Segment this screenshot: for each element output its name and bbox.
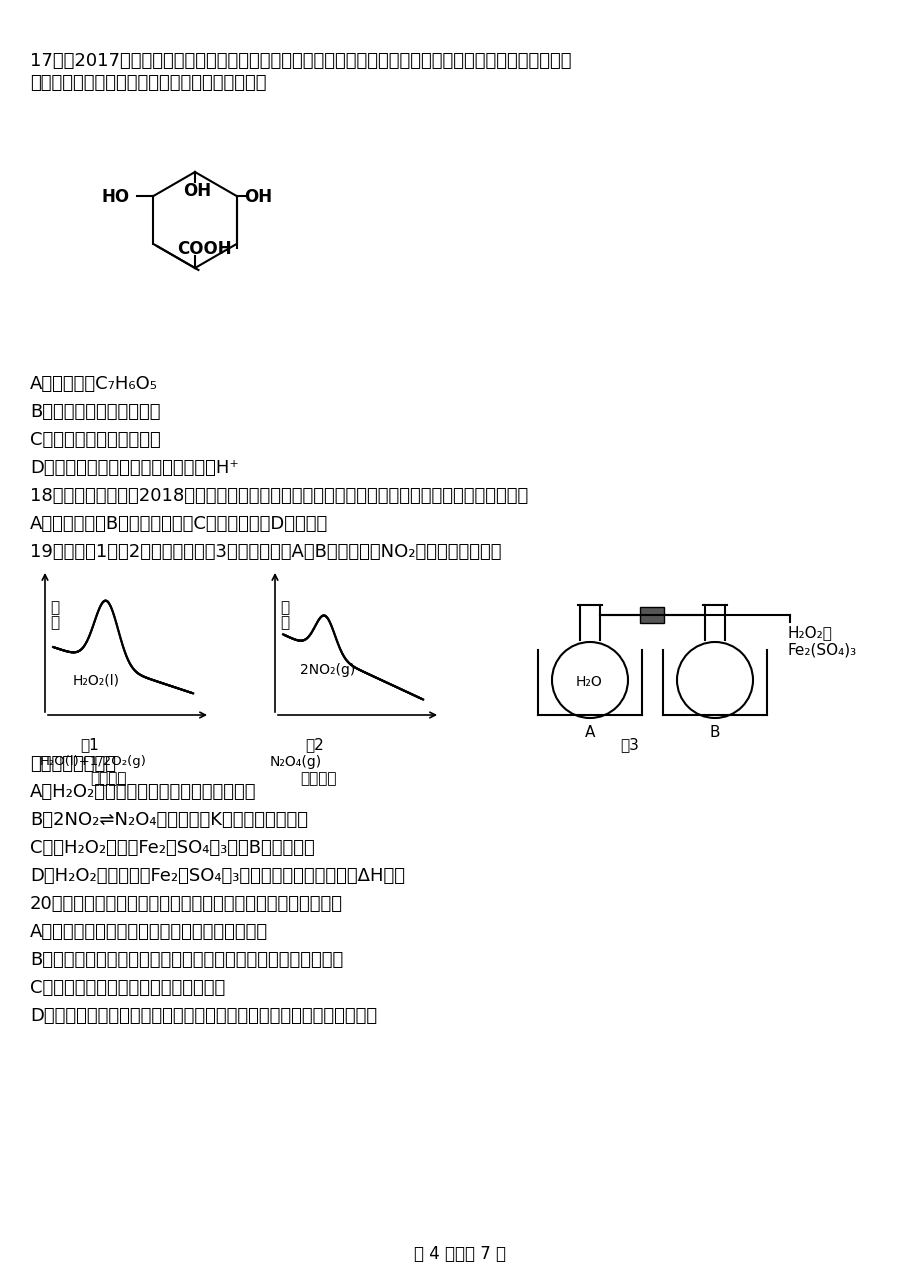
Text: B．2NO₂⇌N₂O₄的平衡常数K随温度升高而减小: B．2NO₂⇌N₂O₄的平衡常数K随温度升高而减小 [30,811,308,829]
Text: 能: 能 [50,600,59,615]
Text: 17．【2017届湖北省恩施一中高三上学期开学考试】某有机物可用于合成一种常见药物达菲，其结构简式如: 17．【2017届湖北省恩施一中高三上学期开学考试】某有机物可用于合成一种常见药… [30,52,571,70]
Text: Fe₂(SO₄)₃: Fe₂(SO₄)₃ [788,642,857,657]
Text: D．有些化学反应不属于化合、分解、置换、复分解等类型中的任何一种: D．有些化学反应不属于化合、分解、置换、复分解等类型中的任何一种 [30,1007,377,1025]
Text: 第 4 页，共 7 页: 第 4 页，共 7 页 [414,1245,505,1263]
Text: 图3: 图3 [619,737,638,752]
Text: 反应过程: 反应过程 [300,771,336,785]
Text: 量: 量 [279,615,289,630]
Text: C．分子中含有两种官能团: C．分子中含有两种官能团 [30,432,161,449]
Text: HO: HO [101,188,130,206]
Text: B．一种元素可能有多种氧化物，但同种化合价只对应一种氧化物: B．一种元素可能有多种氧化物，但同种化合价只对应一种氧化物 [30,951,343,969]
Text: 量: 量 [50,615,59,630]
Text: 下列说法正确的是: 下列说法正确的是 [30,755,116,773]
Text: H₂O(l)+1/2O₂(g): H₂O(l)+1/2O₂(g) [40,755,147,768]
Text: H₂O₂(l): H₂O₂(l) [73,673,119,687]
Text: A．分子式为C₇H₆O₅: A．分子式为C₇H₆O₅ [30,376,158,393]
Text: 20．下列是某学生自己总结的一些规律，其中正确的是（　　）: 20．下列是某学生自己总结的一些规律，其中正确的是（ ） [30,895,343,913]
Text: 18．【河北省邯郸市2018届高三上学期摸底考试】下列生活用品的主要成分是蛋白质的是（　　）: 18．【河北省邯郸市2018届高三上学期摸底考试】下列生活用品的主要成分是蛋白质… [30,488,528,505]
Text: A．H₂O₂中只含有极性共价键，不含离子键: A．H₂O₂中只含有极性共价键，不含离子键 [30,783,256,801]
Text: COOH: COOH [176,241,232,258]
Text: 图2: 图2 [305,737,323,752]
Text: OH: OH [183,182,210,200]
Text: 图1: 图1 [80,737,98,752]
Bar [640,607,664,622]
Text: A．羽绒被　　B．有机玻璃　　C．面巾纸　　D．涤纶布: A．羽绒被 B．有机玻璃 C．面巾纸 D．涤纶布 [30,516,328,533]
Text: D．H₂O₂分解反应中Fe₂（SO₄）₃作催化剂，可以使反应的ΔH减小: D．H₂O₂分解反应中Fe₂（SO₄）₃作催化剂，可以使反应的ΔH减小 [30,867,404,885]
Text: B．可发生加成和取代反应: B．可发生加成和取代反应 [30,404,160,421]
Text: C．向H₂O₂中加入Fe₂（SO₄）₃后，B中颜色变浅: C．向H₂O₂中加入Fe₂（SO₄）₃后，B中颜色变浅 [30,839,314,857]
Text: 反应过程: 反应过程 [90,771,127,785]
Text: A: A [584,726,595,740]
Text: 19．利用图1和图2中的信息，按图3装置（连接的A、B瓶中已充有NO₂气体）进行实验。: 19．利用图1和图2中的信息，按图3装置（连接的A、B瓶中已充有NO₂气体）进行… [30,544,501,561]
Text: H₂O: H₂O [575,675,602,689]
Text: 下图，下列关于该有机物的说法正确的是（　　）: 下图，下列关于该有机物的说法正确的是（ ） [30,74,267,92]
Text: 能: 能 [279,600,289,615]
Text: C．饱和溶液一定比不饱和溶液的浓度大: C．饱和溶液一定比不饱和溶液的浓度大 [30,979,225,997]
Text: H₂O₂和: H₂O₂和 [788,625,832,640]
Text: OH: OH [244,188,272,206]
Text: A．氧化物不可能是还原产物，只可能是氧化产物: A．氧化物不可能是还原产物，只可能是氧化产物 [30,923,267,941]
Text: 2NO₂(g): 2NO₂(g) [300,663,355,677]
Text: B: B [709,726,720,740]
Text: D．在水溶液中羧基和羟基均能电离出H⁺: D．在水溶液中羧基和羟基均能电离出H⁺ [30,460,239,477]
Text: N₂O₄(g): N₂O₄(g) [269,755,322,769]
